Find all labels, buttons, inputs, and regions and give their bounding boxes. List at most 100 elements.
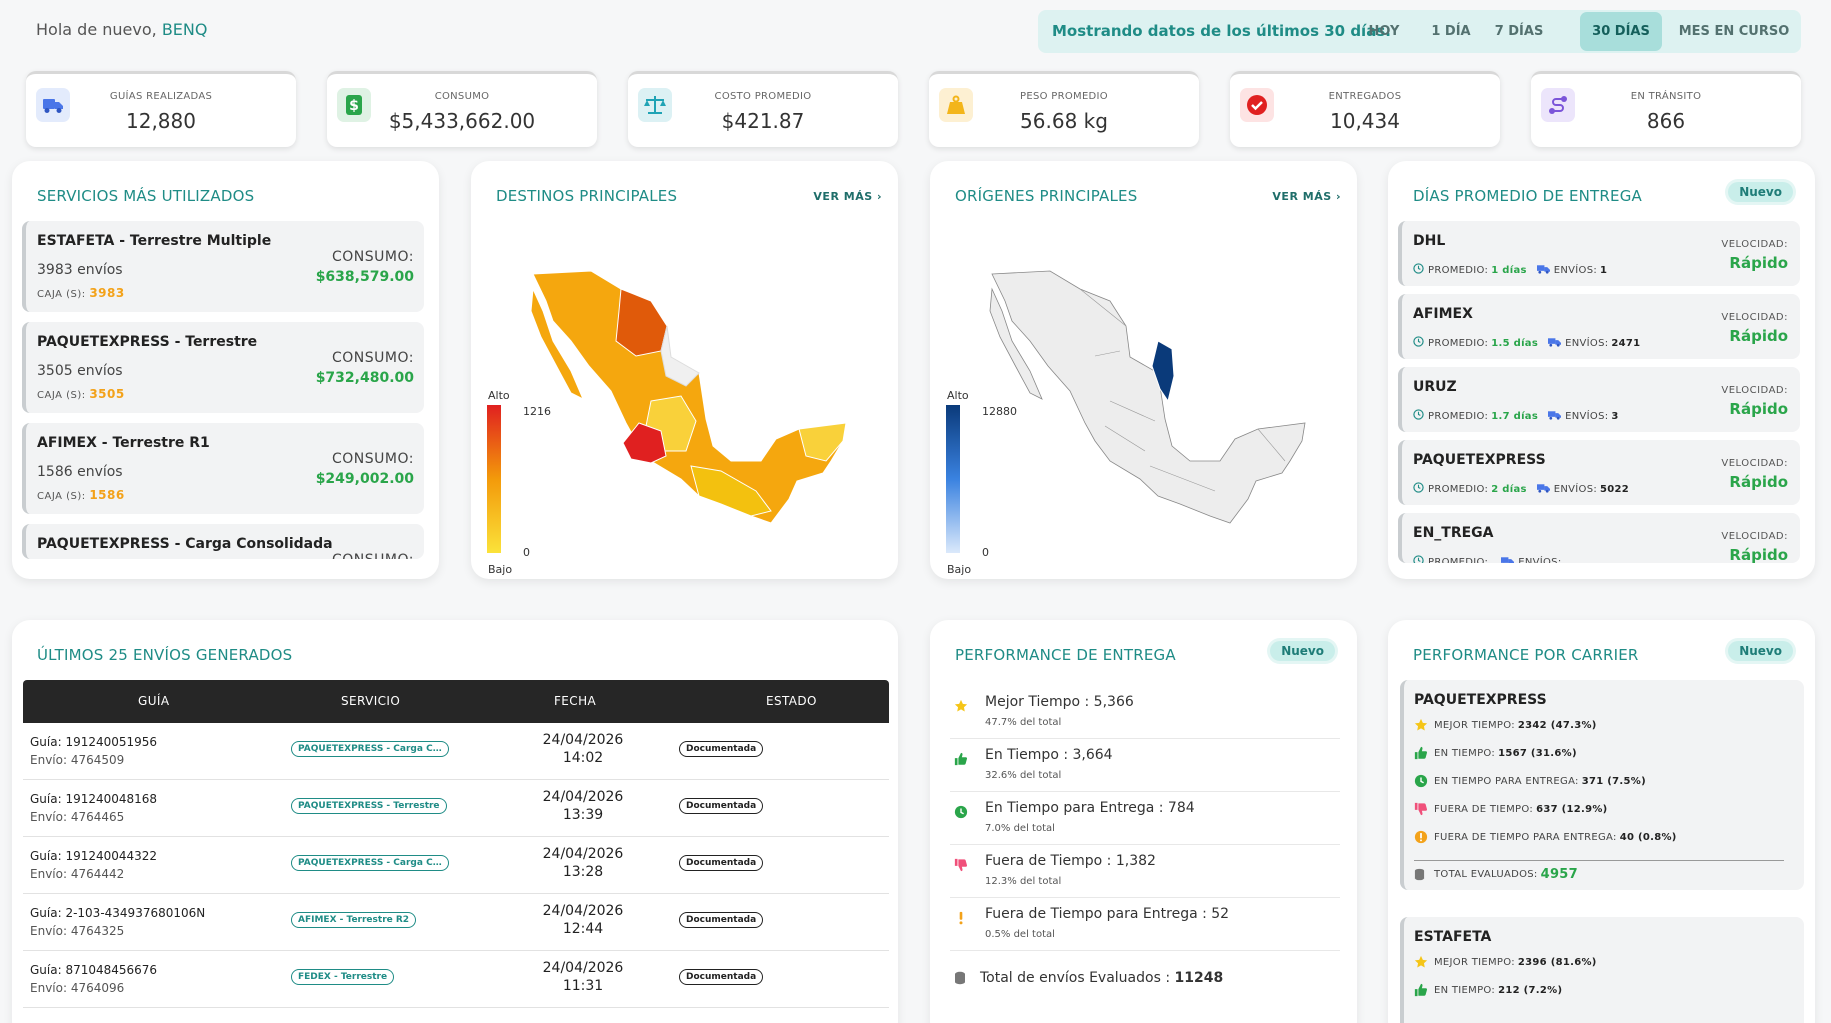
carrier-speed-item[interactable]: DHL PROMEDIO: 1 días ENVÍOS: 1 VELOCIDAD: R… bbox=[1398, 221, 1800, 286]
performance-carrier-card: PERFORMANCE POR CARRIER Nuevo PAQUETEXPR… bbox=[1388, 620, 1815, 1023]
stat-value: $421.87 bbox=[721, 109, 805, 133]
carrier-meta: PROMEDIO: 2 días ENVÍOS: 5022 bbox=[1413, 482, 1629, 496]
service-envios: 3505 envíos bbox=[37, 363, 123, 379]
carrier-speed-item[interactable]: EN_TREGA PROMEDIO: ENVÍOS: VELOCIDAD: Ráp… bbox=[1398, 513, 1800, 563]
svg-text:$: $ bbox=[349, 98, 359, 114]
stat-value: $5,433,662.00 bbox=[388, 109, 536, 133]
range-7dias-button[interactable]: 7 DÍAS bbox=[1494, 24, 1544, 39]
range-hoy-button[interactable]: HOY bbox=[1368, 24, 1400, 39]
clock-outline-icon bbox=[1413, 336, 1424, 350]
legend-high: Alto bbox=[947, 389, 969, 402]
origenes-ver-mas-link[interactable]: VER MÁS › bbox=[1272, 190, 1341, 203]
hora: 14:02 bbox=[562, 750, 604, 766]
stat-label: PESO PROMEDIO bbox=[1020, 91, 1108, 102]
stat-guias: GUÍAS REALIZADAS 12,880 bbox=[26, 71, 296, 147]
region-yucatan bbox=[798, 422, 847, 462]
speed-value: Rápido bbox=[1729, 473, 1788, 491]
service-name: PAQUETEXPRESS - Terrestre bbox=[37, 334, 258, 350]
performance-item: Fuera de Tiempo : 1,382 12.3% del total bbox=[950, 845, 1340, 898]
carrier-box-estafeta: ESTAFETA MEJOR TIEMPO: 2396 (81.6%) EN TIEM… bbox=[1400, 917, 1804, 1023]
nuevo-badge: Nuevo bbox=[1728, 182, 1793, 202]
origenes-card: ORÍGENES PRINCIPALES VER MÁS › Alto Bajo… bbox=[930, 161, 1357, 579]
truck-icon bbox=[36, 88, 70, 122]
table-row[interactable]: Guía: 2-103-434937680106N Envío: 4764325… bbox=[23, 894, 889, 951]
region-nuevo-leon bbox=[1151, 340, 1175, 403]
ultimos-envios-card: ÚLTIMOS 25 ENVÍOS GENERADOS GUÍA SERVICI… bbox=[12, 620, 898, 1023]
database-icon bbox=[1414, 868, 1428, 882]
performance-sub: 7.0% del total bbox=[985, 823, 1055, 834]
destinos-card: DESTINOS PRINCIPALES VER MÁS › Alto Bajo… bbox=[471, 161, 898, 579]
consumo-label: CONSUMO: bbox=[332, 249, 414, 265]
divider bbox=[1414, 860, 1784, 861]
performance-sub: 0.5% del total bbox=[985, 929, 1055, 940]
table-header: GUÍA SERVICIO FECHA ESTADO bbox=[23, 680, 889, 723]
truck-small-icon bbox=[1536, 483, 1550, 496]
col-estado[interactable]: ESTADO bbox=[766, 694, 817, 708]
carrier-speed-item[interactable]: AFIMEX PROMEDIO: 1.5 días ENVÍOS: 2471 VELO… bbox=[1398, 294, 1800, 359]
fecha: 24/04/2026 bbox=[542, 846, 624, 862]
origenes-title: ORÍGENES PRINCIPALES bbox=[955, 187, 1138, 205]
service-item[interactable]: AFIMEX - Terrestre R1 1586 envíos CAJA (… bbox=[22, 423, 424, 514]
legend-low: Bajo bbox=[488, 563, 512, 576]
carrier-meta: PROMEDIO: ENVÍOS: bbox=[1413, 555, 1565, 563]
stat-costo-promedio: COSTO PROMEDIO $421.87 bbox=[628, 71, 898, 147]
service-item[interactable]: ESTAFETA - Terrestre Multiple 3983 envío… bbox=[22, 221, 424, 312]
service-item[interactable]: PAQUETEXPRESS - Terrestre 3505 envíos CA… bbox=[22, 322, 424, 413]
carrier-speed-item[interactable]: URUZ PROMEDIO: 1.7 días ENVÍOS: 3 VELOCIDAD… bbox=[1398, 367, 1800, 432]
performance-text: En Tiempo : 3,664 bbox=[985, 747, 1113, 763]
col-fecha[interactable]: FECHA bbox=[554, 694, 597, 708]
stat-label: EN TRÁNSITO bbox=[1630, 91, 1702, 102]
stat-value: 10,434 bbox=[1330, 109, 1400, 133]
performance-entrega-card: PERFORMANCE DE ENTREGA Nuevo Mejor Tiemp… bbox=[930, 620, 1357, 1023]
destinos-ver-mas-link[interactable]: VER MÁS › bbox=[813, 190, 882, 203]
performance-item: En Tiempo : 3,664 32.6% del total bbox=[950, 739, 1340, 792]
service-badge: PAQUETEXPRESS - Terrestre bbox=[291, 798, 447, 814]
speed-value: Rápido bbox=[1729, 254, 1788, 272]
stat-entregados: ENTREGADOS 10,434 bbox=[1230, 71, 1500, 147]
destinos-legend-bar bbox=[487, 405, 501, 553]
range-30dias-button[interactable]: 30 DÍAS bbox=[1580, 12, 1662, 51]
status-badge: Documentada bbox=[679, 855, 764, 871]
thumbs-down-icon bbox=[1414, 802, 1428, 816]
exclamation-icon bbox=[1414, 830, 1428, 844]
service-item[interactable]: PAQUETEXPRESS - Carga Consolidada CONSUM… bbox=[22, 524, 424, 559]
range-message: Mostrando datos de los últimos 30 días. bbox=[1052, 22, 1391, 40]
guia-number: Guía: 191240048168 bbox=[30, 792, 158, 806]
service-caja: CAJA (S): 1586 bbox=[37, 488, 125, 502]
service-caja: CAJA (S): 3505 bbox=[37, 387, 125, 401]
check-icon bbox=[1240, 88, 1274, 122]
thumbs-up-icon bbox=[1414, 746, 1428, 760]
consumo-label: CONSUMO: bbox=[332, 350, 414, 366]
carrier-stat-line: FUERA DE TIEMPO: 637 (12.9%) bbox=[1414, 802, 1608, 816]
speed-label: VELOCIDAD: bbox=[1721, 312, 1788, 323]
truck-small-icon bbox=[1548, 410, 1562, 423]
legend-max: 12880 bbox=[982, 405, 1017, 418]
date-range-bar: Mostrando datos de los últimos 30 días. … bbox=[1038, 10, 1801, 53]
destinos-title: DESTINOS PRINCIPALES bbox=[496, 187, 678, 205]
range-1dia-button[interactable]: 1 DÍA bbox=[1431, 24, 1471, 39]
range-mes-en-curso-button[interactable]: MES EN CURSO bbox=[1678, 24, 1790, 39]
origenes-map: Alto Bajo 12880 0 bbox=[946, 270, 1306, 576]
table-row[interactable]: Guía: 191240051956 Envío: 4764509 PAQUET… bbox=[23, 723, 889, 780]
legend-min: 0 bbox=[523, 546, 530, 559]
col-guia[interactable]: GUÍA bbox=[138, 694, 170, 708]
carrier-stat-line: FUERA DE TIEMPO PARA ENTREGA: 40 (0.8%) bbox=[1414, 830, 1677, 844]
carrier-title: PERFORMANCE POR CARRIER bbox=[1413, 646, 1639, 664]
database-icon bbox=[955, 971, 965, 985]
consumo-value: $249,002.00 bbox=[315, 471, 414, 487]
table-row[interactable]: Guía: 191240048168 Envío: 4764465 PAQUET… bbox=[23, 780, 889, 837]
carrier-stat-line: MEJOR TIEMPO: 2396 (81.6%) bbox=[1414, 955, 1597, 969]
table-row[interactable]: Guía: 871048456676 Envío: 4764096 FEDEX … bbox=[23, 951, 889, 1008]
carrier-speed-item[interactable]: PAQUETEXPRESS PROMEDIO: 2 días ENVÍOS: 5022… bbox=[1398, 440, 1800, 505]
envios-title: ÚLTIMOS 25 ENVÍOS GENERADOS bbox=[37, 646, 293, 664]
table-row[interactable]: Guía: 191240044322 Envío: 4764442 PAQUET… bbox=[23, 837, 889, 894]
service-name: PAQUETEXPRESS - Carga Consolidada bbox=[37, 536, 333, 552]
consumo-label: CONSUMO: bbox=[332, 451, 414, 467]
col-servicio[interactable]: SERVICIO bbox=[341, 694, 401, 708]
performance-text: Fuera de Tiempo : 1,382 bbox=[985, 853, 1156, 869]
truck-small-icon bbox=[1548, 337, 1562, 350]
region-coahuila bbox=[660, 325, 700, 387]
speed-value: Rápido bbox=[1729, 327, 1788, 345]
exclamation-icon bbox=[954, 910, 970, 926]
performance-item: Fuera de Tiempo para Entrega : 52 0.5% d… bbox=[950, 898, 1340, 951]
